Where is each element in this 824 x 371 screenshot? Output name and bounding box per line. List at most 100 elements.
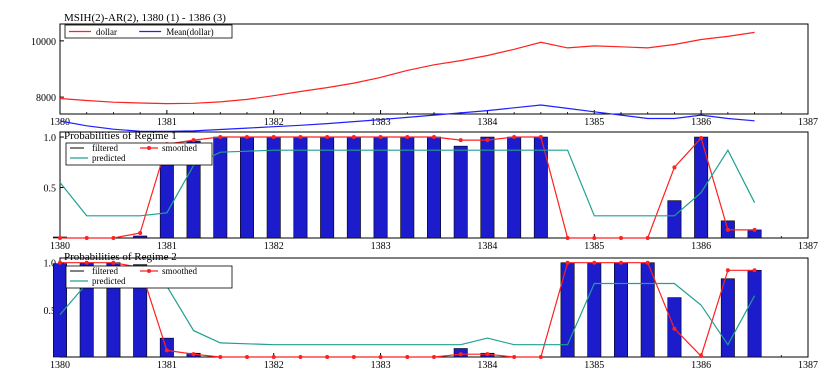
point-smoothed (565, 260, 570, 265)
point-smoothed (191, 352, 196, 357)
point-smoothed (405, 355, 410, 359)
y-tick-label: 0.5 (44, 184, 57, 195)
bar-filtered (159, 156, 174, 239)
panel-1: MSIH(2)-AR(2), 1380 (1) - 1386 (3) 1380 13… (31, 12, 818, 133)
panel-3: Probabilities of Regime 2 1380 1381 1382 138… (44, 251, 819, 371)
point-smoothed (298, 135, 303, 140)
x-tick-label: 1385 (584, 117, 604, 128)
point-smoothed (485, 138, 490, 143)
point-smoothed (752, 227, 757, 232)
point-smoothed (672, 165, 677, 170)
bar-filtered (320, 136, 335, 239)
point-smoothed (565, 236, 570, 240)
bar-filtered (266, 136, 281, 239)
x-tick-label: 1384 (477, 117, 497, 128)
legend-marker (147, 269, 151, 273)
bar-filtered (53, 263, 67, 358)
point-smoothed (271, 355, 276, 359)
bar-filtered (507, 136, 522, 239)
point-smoothed (458, 352, 463, 357)
y-tick-label: 8000 (36, 93, 56, 104)
x-tick-label: 1381 (157, 117, 177, 128)
bar-filtered (747, 269, 762, 358)
bar-filtered (480, 136, 495, 239)
point-smoothed (351, 135, 356, 140)
bar-filtered (373, 136, 388, 239)
chart-title: MSIH(2)-AR(2), 1380 (1) - 1386 (3) (64, 12, 226, 24)
point-smoothed (458, 138, 463, 143)
point-smoothed (405, 135, 410, 140)
point-smoothed (111, 260, 116, 265)
y-tick-label: 0.5 (44, 306, 57, 317)
x-tick-label: 1382 (264, 241, 284, 252)
x-tick-label: 1384 (477, 241, 497, 252)
point-smoothed (378, 355, 383, 359)
line-predicted (59, 148, 756, 217)
point-smoothed (111, 236, 116, 240)
point-smoothed (512, 355, 517, 359)
x-tick-label: 1383 (371, 360, 391, 371)
point-smoothed (592, 236, 597, 240)
x-tick-label: 1382 (264, 117, 284, 128)
y-tick-label: 1.0 (44, 133, 57, 144)
point-smoothed (432, 355, 436, 359)
bar-filtered (560, 262, 575, 358)
bar-filtered (240, 136, 254, 239)
x-tick-label: 1386 (691, 241, 711, 252)
bar-filtered (159, 337, 174, 358)
point-smoothed (725, 227, 730, 232)
point-smoothed (245, 135, 249, 140)
bar-filtered (614, 262, 628, 358)
legend-label: filtered (92, 266, 118, 276)
point-smoothed (271, 135, 276, 140)
point-smoothed (378, 135, 383, 140)
legend-label: dollar (96, 27, 117, 37)
point-smoothed (432, 135, 436, 140)
x-tick-label: 1386 (691, 360, 711, 371)
point-smoothed (699, 136, 704, 141)
x-tick-label: 1386 (691, 117, 711, 128)
point-smoothed (592, 260, 597, 265)
point-smoothed (138, 230, 143, 235)
x-tick-label: 1385 (584, 241, 604, 252)
x-tick-label: 1387 (798, 360, 818, 371)
point-smoothed (245, 355, 249, 359)
line-predicted (59, 282, 756, 346)
line-mean-dollar- (59, 104, 755, 133)
bar-filtered (133, 235, 148, 239)
x-tick-label: 1381 (157, 360, 177, 371)
x-tick-label: 1383 (371, 117, 391, 128)
x-tick-label: 1383 (371, 241, 391, 252)
point-smoothed (538, 135, 543, 140)
x-tick-label: 1384 (477, 360, 497, 371)
point-smoothed (218, 135, 223, 140)
bar-filtered (346, 136, 361, 239)
legend-label: predicted (92, 276, 126, 286)
bar-filtered (587, 262, 602, 358)
bar-filtered (293, 136, 308, 239)
point-smoothed (645, 260, 650, 265)
y-tick-label: 10000 (31, 37, 56, 48)
point-smoothed (191, 138, 196, 143)
legend-marker (147, 146, 151, 150)
legend-label: smoothed (162, 143, 197, 153)
x-tick-label: 1387 (798, 241, 818, 252)
point-smoothed (58, 260, 62, 265)
point-smoothed (619, 260, 623, 265)
point-smoothed (645, 236, 650, 240)
chart-title: Probabilities of Regime 2 (64, 251, 177, 263)
x-tick-label: 1382 (264, 360, 284, 371)
bar-filtered (453, 145, 468, 239)
x-tick-label: 1380 (50, 360, 70, 371)
point-smoothed (485, 352, 490, 357)
point-smoothed (218, 355, 223, 359)
chart-title: Probabilities of Regime 1 (64, 130, 177, 142)
bar-filtered (400, 136, 415, 239)
point-smoothed (84, 260, 89, 265)
legend-label: filtered (92, 143, 118, 153)
point-smoothed (84, 236, 89, 240)
bar-filtered (640, 262, 655, 358)
legend-label: Mean(dollar) (166, 27, 213, 37)
point-smoothed (752, 268, 757, 273)
